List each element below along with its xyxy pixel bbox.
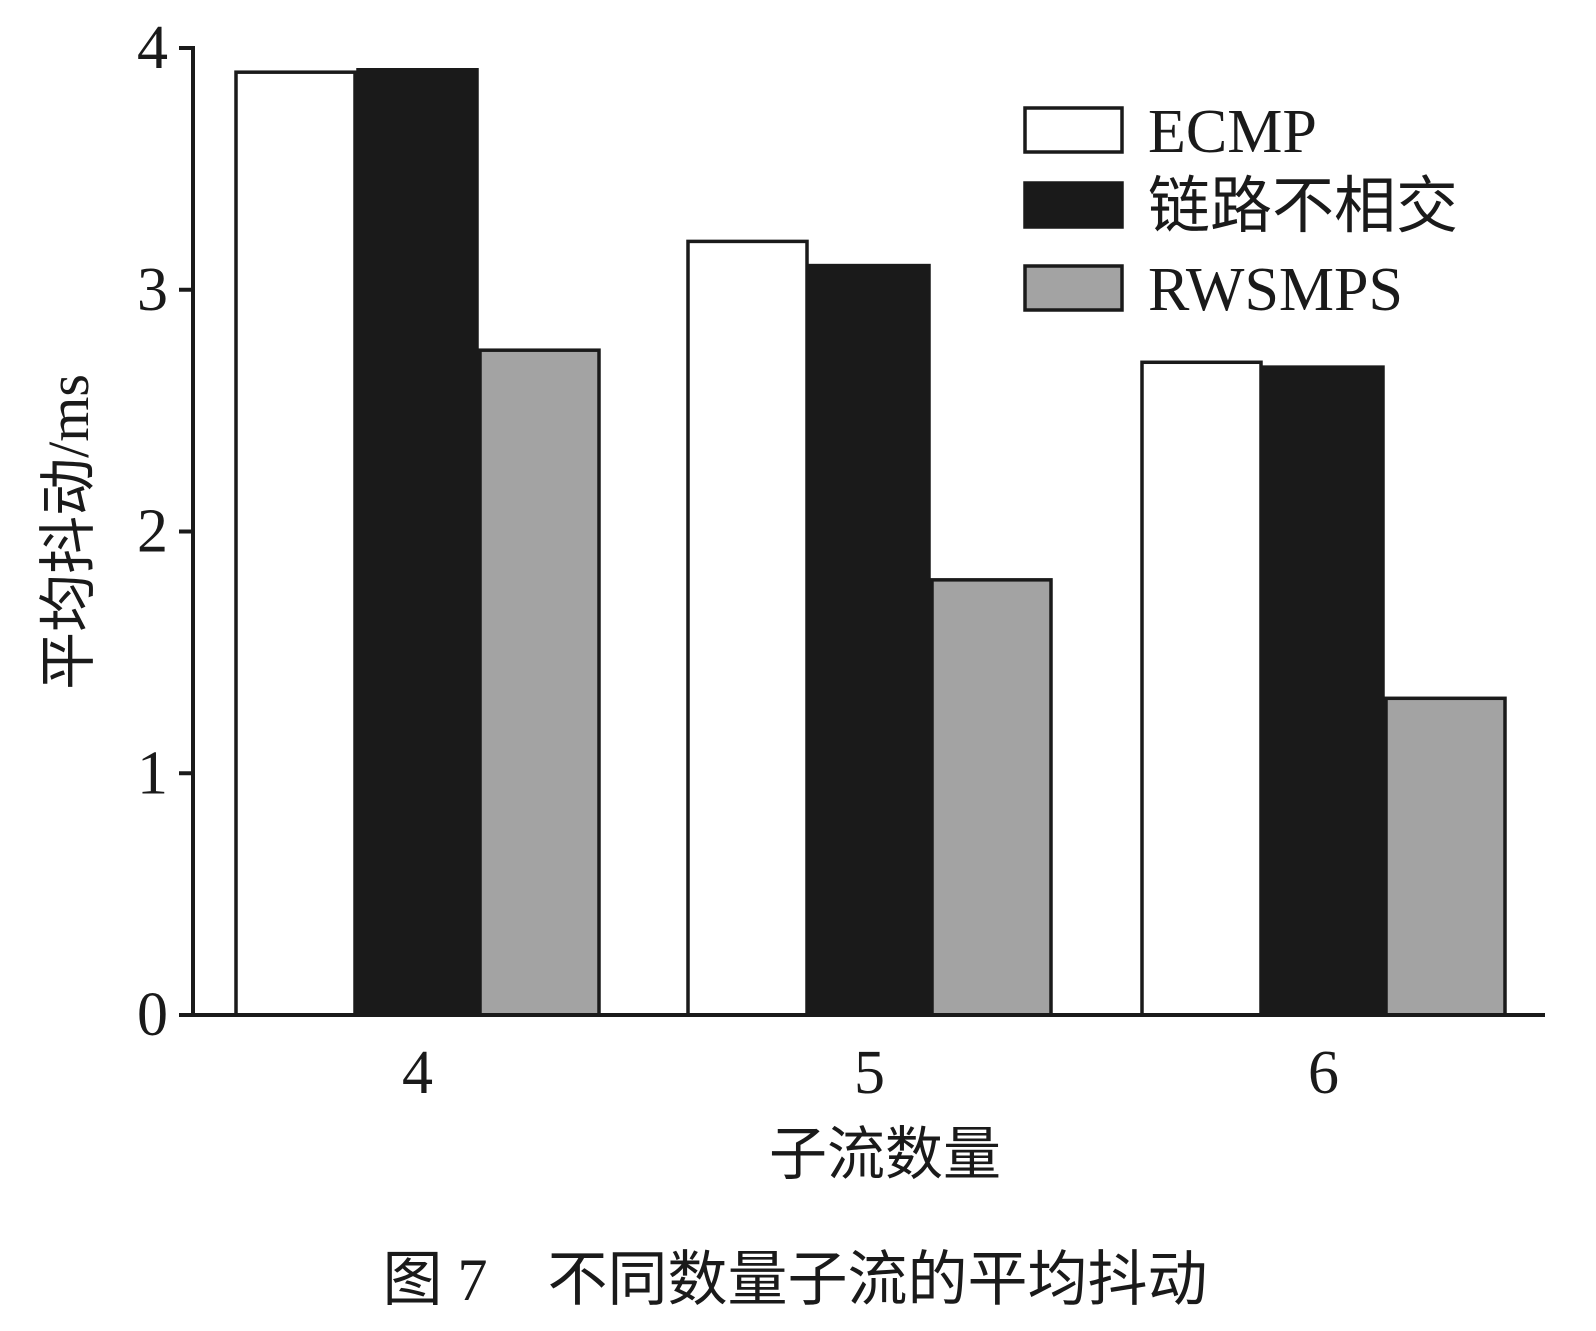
legend-label: ECMP — [1148, 98, 1317, 166]
x-ticks-group: 4 5 6 — [402, 1039, 1339, 1107]
bar-链路不相交-4 — [356, 68, 479, 1017]
legend-label: RWSMPS — [1148, 256, 1403, 324]
x-axis-label: 子流数量 — [769, 1122, 1001, 1187]
y-tick-label: 4 — [137, 14, 168, 82]
y-tick-label: 0 — [137, 981, 168, 1049]
bar-ECMP-4 — [234, 70, 357, 1017]
legend-label: 链路不相交 — [1148, 173, 1458, 241]
x-tick-label: 5 — [854, 1039, 885, 1107]
y-axis-label: 平均抖动/ms — [36, 374, 101, 690]
y-tick-label: 3 — [137, 256, 168, 324]
figure-caption: 图 7 不同数量子流的平均抖动 — [383, 1247, 1208, 1313]
y-tick-label: 2 — [137, 498, 168, 566]
y-tick-label: 1 — [137, 739, 168, 807]
y-ticks-group: 0 1 2 3 4 — [137, 14, 193, 1049]
bar-链路不相交-6 — [1262, 365, 1385, 1017]
legend-swatch — [1023, 106, 1124, 154]
bar-ECMP-6 — [1140, 360, 1263, 1017]
legend-swatch — [1023, 181, 1124, 229]
bars-group — [234, 68, 1507, 1017]
x-tick-label: 6 — [1308, 1039, 1339, 1107]
x-tick-label: 4 — [402, 1039, 433, 1107]
bar-ECMP-5 — [686, 239, 809, 1017]
legend-swatch — [1023, 264, 1124, 312]
bar-RWSMPS-5 — [930, 578, 1053, 1017]
legend: ECMP 链路不相交 RWSMPS — [1023, 98, 1458, 324]
bar-RWSMPS-4 — [478, 348, 601, 1017]
bar-链路不相交-5 — [808, 263, 931, 1017]
bar-RWSMPS-6 — [1384, 696, 1507, 1017]
